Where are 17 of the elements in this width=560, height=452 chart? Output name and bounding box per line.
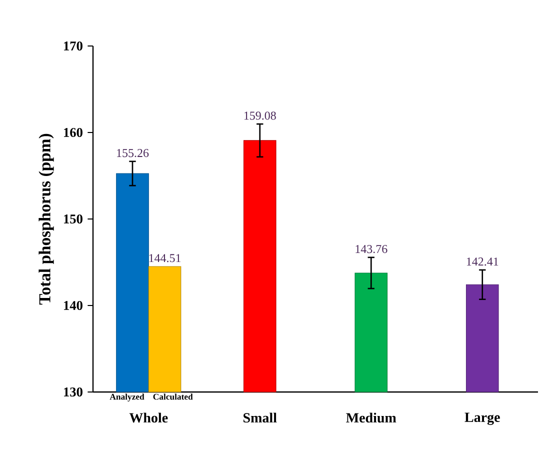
- x-tick-label: Whole: [129, 412, 168, 423]
- y-tick-label: 150: [64, 214, 82, 224]
- y-tick-label: 160: [64, 128, 82, 137]
- data-label: 142.41: [466, 258, 498, 266]
- series-label: Calculated: [153, 394, 193, 400]
- data-label: 155.26: [117, 149, 149, 158]
- x-tick-label: Medium: [346, 412, 396, 423]
- y-tick-label: 140: [64, 300, 82, 310]
- series-label: Analyzed: [110, 394, 144, 402]
- x-tick-label: Small: [244, 412, 277, 423]
- data-label: 144.51: [149, 254, 181, 262]
- y-tick-label: 130: [64, 387, 82, 396]
- data-label: 143.76: [356, 245, 388, 254]
- x-tick-label: Large: [464, 412, 500, 425]
- y-axis-title: Total phosphorus (ppm): [38, 134, 54, 305]
- y-tick-label: 170: [64, 41, 82, 50]
- data-label: 159.08: [244, 112, 276, 120]
